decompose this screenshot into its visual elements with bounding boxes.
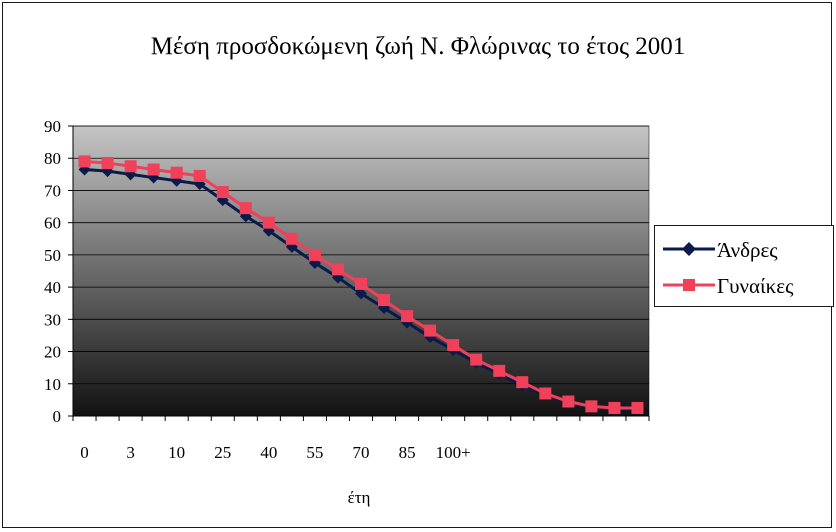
data-point: [331, 263, 344, 276]
y-tick-label: 90: [44, 117, 61, 136]
y-tick-label: 50: [44, 246, 61, 265]
axes: 0 10 20 30 40 50 60 70 80 90 0 3 10 25 40 55 70 85 100+: [44, 117, 650, 462]
data-point: [562, 395, 575, 408]
x-tick-label: 70: [353, 443, 370, 462]
data-point: [216, 186, 229, 199]
data-point: [124, 160, 137, 173]
y-tick-label: 10: [44, 375, 61, 394]
data-point: [308, 248, 321, 261]
gridlines: [73, 125, 649, 417]
x-axis-title: έτη: [348, 488, 371, 507]
x-tick-label: 10: [168, 443, 185, 462]
data-point: [585, 400, 598, 413]
data-point: [147, 163, 160, 176]
legend: Άνδρες Γυναίκες: [654, 225, 834, 307]
data-point: [101, 157, 114, 170]
y-tick-label: 80: [44, 149, 61, 168]
diamond-marker-icon: [663, 242, 715, 256]
legend-label-women: Γυναίκες: [717, 274, 794, 298]
x-tick-label: 0: [80, 443, 89, 462]
legend-item-women: Γυναίκες: [655, 270, 833, 300]
x-tick-label: 85: [399, 443, 416, 462]
data-point: [516, 376, 529, 389]
data-point: [608, 401, 621, 414]
y-tick-label: 70: [44, 181, 61, 200]
y-tick-label: 0: [53, 407, 62, 426]
y-tick-label: 60: [44, 214, 61, 233]
data-point: [193, 169, 206, 182]
x-tick-label: 3: [126, 443, 135, 462]
y-tick-label: 30: [44, 310, 61, 329]
plot-area: [72, 125, 650, 417]
data-point: [539, 387, 552, 400]
data-point: [355, 277, 367, 290]
data-point: [493, 364, 506, 377]
data-point: [447, 339, 460, 352]
line-chart: 0 10 20 30 40 50 60 70 80 90 0 3 10 25 40 55 70 85 100+ έτ…: [44, 117, 650, 507]
data-point: [262, 216, 275, 229]
legend-label-men: Άνδρες: [717, 238, 778, 262]
data-point: [355, 287, 367, 300]
data-point: [470, 353, 483, 366]
chart-title: Μέση προσδοκώμενη ζωή Ν. Φλώρινας το έτο…: [150, 33, 686, 60]
square-marker-icon: [663, 279, 715, 291]
data-point: [424, 324, 437, 337]
x-tick-label: 40: [260, 443, 277, 462]
data-point: [378, 294, 391, 306]
data-point: [401, 310, 414, 323]
data-point: [239, 202, 252, 215]
y-tick-label: 40: [44, 278, 61, 297]
x-tick-label: 100+: [436, 443, 471, 462]
series-women: [78, 155, 644, 414]
series-layer: [78, 155, 644, 416]
x-tick-label: 25: [214, 443, 231, 462]
legend-item-men: Άνδρες: [655, 234, 833, 264]
data-point: [631, 401, 644, 414]
data-point: [285, 232, 298, 245]
y-tick-label: 20: [44, 343, 61, 362]
data-point: [170, 166, 183, 179]
x-tick-label: 55: [306, 443, 323, 462]
data-point: [78, 155, 91, 168]
